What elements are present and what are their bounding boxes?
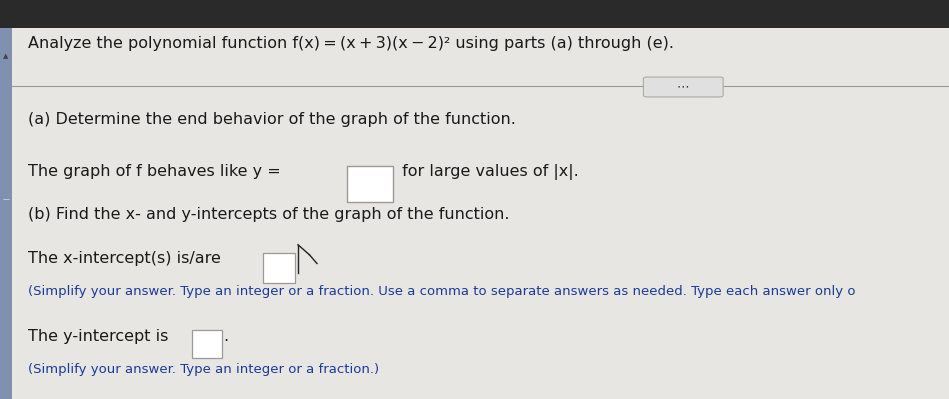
Text: The x-intercept(s) is/are: The x-intercept(s) is/are: [28, 251, 221, 267]
Text: (a) Determine the end behavior of the graph of the function.: (a) Determine the end behavior of the gr…: [28, 112, 516, 127]
Text: Analyze the polynomial function f(x) = (x + 3)(x − 2)² using parts (a) through (: Analyze the polynomial function f(x) = (…: [28, 36, 675, 51]
Text: The graph of f behaves like y =: The graph of f behaves like y =: [28, 164, 287, 179]
Text: ⋯: ⋯: [677, 80, 690, 93]
Text: .: .: [223, 329, 228, 344]
FancyBboxPatch shape: [347, 166, 393, 202]
Bar: [0, 28, 12, 399]
Text: 3: 3: [375, 172, 381, 182]
Text: x: x: [361, 178, 370, 193]
FancyBboxPatch shape: [192, 330, 222, 358]
Text: (Simplify your answer. Type an integer or a fraction.): (Simplify your answer. Type an integer o…: [28, 363, 380, 376]
Text: —: —: [3, 196, 9, 203]
Text: (b) Find the x- and y-intercepts of the graph of the function.: (b) Find the x- and y-intercepts of the …: [28, 207, 510, 223]
Bar: [0, 0, 949, 28]
Text: for large values of |x|.: for large values of |x|.: [397, 164, 579, 180]
Text: The y-intercept is: The y-intercept is: [28, 329, 169, 344]
Text: (Simplify your answer. Type an integer or a fraction. Use a comma to separate an: (Simplify your answer. Type an integer o…: [28, 285, 856, 298]
Text: ▲: ▲: [4, 53, 9, 59]
FancyBboxPatch shape: [263, 253, 295, 283]
FancyBboxPatch shape: [643, 77, 723, 97]
